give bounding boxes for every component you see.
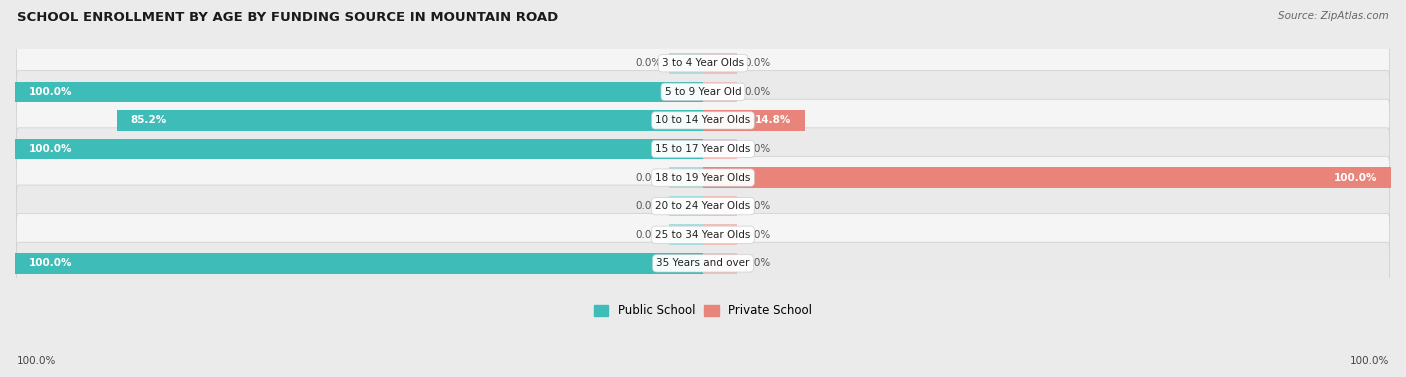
FancyBboxPatch shape: [17, 185, 1389, 227]
Bar: [703, 167, 1391, 188]
Text: 15 to 17 Year Olds: 15 to 17 Year Olds: [655, 144, 751, 154]
FancyBboxPatch shape: [17, 156, 1389, 199]
Bar: [15, 81, 703, 102]
Text: 20 to 24 Year Olds: 20 to 24 Year Olds: [655, 201, 751, 211]
Bar: [117, 110, 703, 131]
Text: 0.0%: 0.0%: [744, 258, 770, 268]
Bar: [669, 224, 703, 245]
FancyBboxPatch shape: [17, 128, 1389, 170]
Bar: [669, 53, 703, 74]
Text: 100.0%: 100.0%: [1334, 173, 1378, 182]
Text: 85.2%: 85.2%: [131, 115, 167, 126]
Text: 5 to 9 Year Old: 5 to 9 Year Old: [665, 87, 741, 97]
Text: 0.0%: 0.0%: [744, 201, 770, 211]
Text: 18 to 19 Year Olds: 18 to 19 Year Olds: [655, 173, 751, 182]
Bar: [15, 253, 703, 274]
Text: 0.0%: 0.0%: [636, 58, 662, 68]
Bar: [669, 196, 703, 216]
FancyBboxPatch shape: [17, 242, 1389, 285]
Text: 0.0%: 0.0%: [636, 230, 662, 240]
Text: 35 Years and over: 35 Years and over: [657, 258, 749, 268]
Text: 3 to 4 Year Olds: 3 to 4 Year Olds: [662, 58, 744, 68]
Bar: [703, 81, 737, 102]
Text: 0.0%: 0.0%: [744, 230, 770, 240]
Text: 100.0%: 100.0%: [17, 356, 56, 366]
Text: 100.0%: 100.0%: [28, 144, 72, 154]
Text: Source: ZipAtlas.com: Source: ZipAtlas.com: [1278, 11, 1389, 21]
Bar: [703, 110, 804, 131]
Text: SCHOOL ENROLLMENT BY AGE BY FUNDING SOURCE IN MOUNTAIN ROAD: SCHOOL ENROLLMENT BY AGE BY FUNDING SOUR…: [17, 11, 558, 24]
Text: 10 to 14 Year Olds: 10 to 14 Year Olds: [655, 115, 751, 126]
FancyBboxPatch shape: [17, 214, 1389, 256]
Text: 0.0%: 0.0%: [744, 58, 770, 68]
Text: 0.0%: 0.0%: [744, 144, 770, 154]
Text: 14.8%: 14.8%: [755, 115, 792, 126]
Bar: [669, 167, 703, 188]
FancyBboxPatch shape: [17, 70, 1389, 113]
FancyBboxPatch shape: [17, 99, 1389, 141]
Bar: [15, 139, 703, 159]
Text: 25 to 34 Year Olds: 25 to 34 Year Olds: [655, 230, 751, 240]
Bar: [703, 53, 737, 74]
Legend: Public School, Private School: Public School, Private School: [589, 300, 817, 322]
FancyBboxPatch shape: [17, 42, 1389, 84]
Text: 100.0%: 100.0%: [28, 87, 72, 97]
Bar: [703, 253, 737, 274]
Bar: [703, 196, 737, 216]
Text: 100.0%: 100.0%: [1350, 356, 1389, 366]
Text: 0.0%: 0.0%: [636, 173, 662, 182]
Bar: [703, 224, 737, 245]
Text: 0.0%: 0.0%: [744, 87, 770, 97]
Bar: [703, 139, 737, 159]
Text: 100.0%: 100.0%: [28, 258, 72, 268]
Text: 0.0%: 0.0%: [636, 201, 662, 211]
